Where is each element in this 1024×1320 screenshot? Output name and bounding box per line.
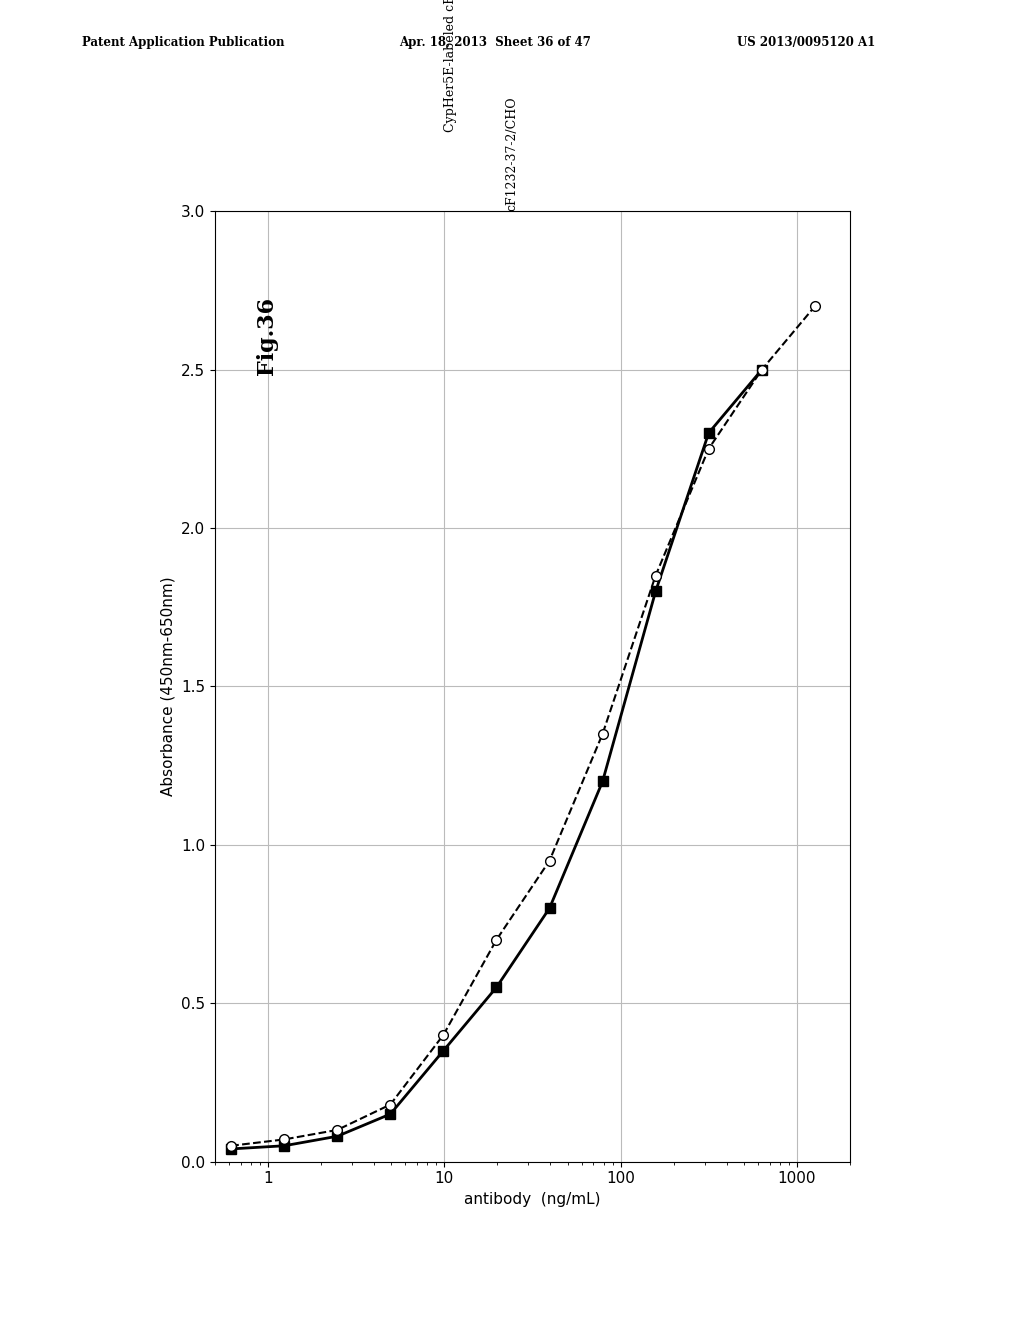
Y-axis label: Absorbance (450nm-650nm): Absorbance (450nm-650nm) bbox=[161, 577, 175, 796]
Text: Fig.36: Fig.36 bbox=[256, 297, 278, 375]
Text: CypHer5E-labeled cF1232-37-2/CHO: CypHer5E-labeled cF1232-37-2/CHO bbox=[444, 0, 457, 132]
Text: Patent Application Publication: Patent Application Publication bbox=[82, 36, 285, 49]
Text: US 2013/0095120 A1: US 2013/0095120 A1 bbox=[737, 36, 876, 49]
X-axis label: antibody  (ng/mL): antibody (ng/mL) bbox=[464, 1192, 601, 1206]
Text: Apr. 18, 2013  Sheet 36 of 47: Apr. 18, 2013 Sheet 36 of 47 bbox=[399, 36, 591, 49]
Text: cF1232-37-2/CHO: cF1232-37-2/CHO bbox=[506, 96, 518, 211]
